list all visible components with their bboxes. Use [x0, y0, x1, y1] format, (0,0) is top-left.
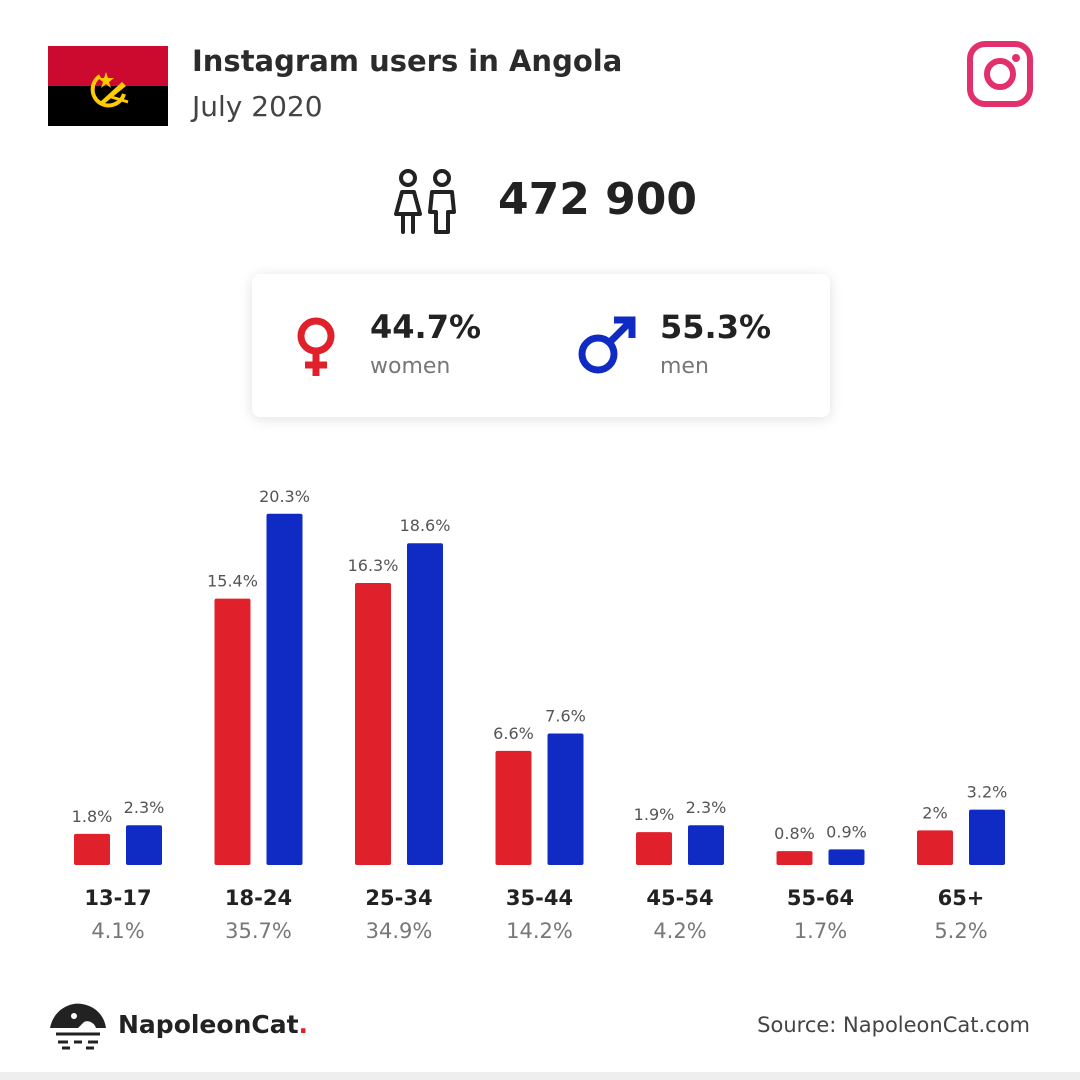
bar-women-13-17: [74, 833, 110, 865]
age-total-25-34: 34.9%: [366, 919, 433, 943]
age-total-18-24: 35.7%: [225, 919, 292, 943]
napoleoncat-brand: NapoleonCat.: [118, 1010, 308, 1039]
value-label-women-13-17: 1.8%: [72, 807, 113, 826]
source-text: Source: NapoleonCat.com: [757, 1013, 1030, 1037]
page-title: Instagram users in Angola: [192, 44, 623, 78]
age-group-35-44: 6.6% 7.6% 35-44 14.2%: [493, 707, 586, 943]
bar-women-65+: [917, 830, 953, 865]
bar-men-35-44: [547, 733, 584, 865]
men-percent: 55.3%: [660, 308, 772, 346]
bar-men-65+: [969, 809, 1005, 865]
female-symbol-icon: [297, 317, 335, 376]
age-label-35-44: 35-44: [506, 886, 573, 910]
value-label-men-25-34: 18.6%: [400, 516, 451, 535]
value-label-women-35-44: 6.6%: [493, 724, 534, 743]
age-total-35-44: 14.2%: [506, 919, 573, 943]
bar-men-25-34: [407, 543, 443, 865]
age-label-18-24: 18-24: [225, 886, 292, 910]
brand-dot: .: [298, 1010, 309, 1039]
women-percent: 44.7%: [370, 308, 482, 346]
instagram-icon: [967, 41, 1033, 107]
brand-name: NapoleonCat: [118, 1010, 299, 1039]
value-label-women-65+: 2%: [922, 803, 947, 822]
bar-men-55-64: [828, 849, 865, 865]
age-total-55-64: 1.7%: [794, 919, 847, 943]
value-label-men-55-64: 0.9%: [826, 822, 867, 841]
bar-men-18-24: [266, 513, 303, 865]
value-label-women-25-34: 16.3%: [348, 556, 399, 575]
bottom-strip: [0, 1072, 1080, 1080]
age-group-25-34: 16.3% 18.6% 25-34 34.9%: [348, 516, 451, 943]
value-label-men-45-54: 2.3%: [686, 798, 727, 817]
age-label-25-34: 25-34: [365, 886, 432, 910]
bar-women-18-24: [214, 598, 251, 865]
value-label-men-13-17: 2.3%: [124, 798, 165, 817]
age-group-65+: 2% 3.2% 65+ 5.2%: [917, 783, 1007, 943]
bar-women-35-44: [495, 750, 532, 865]
value-label-women-18-24: 15.4%: [207, 572, 258, 591]
age-label-13-17: 13-17: [84, 886, 151, 910]
age-group-18-24: 15.4% 20.3% 18-24 35.7%: [207, 487, 310, 943]
age-total-45-54: 4.2%: [653, 919, 706, 943]
bar-women-25-34: [355, 583, 391, 865]
age-total-13-17: 4.1%: [91, 919, 144, 943]
bar-women-45-54: [636, 832, 672, 865]
age-gender-bar-chart: 1.8% 2.3% 13-17 4.1% 15.4% 20.3% 18-24 35.7% 16.…: [72, 487, 1008, 943]
gender-split-card: 44.7% women 55.3% men: [252, 274, 830, 417]
women-label: women: [370, 354, 451, 379]
age-total-65+: 5.2%: [934, 919, 987, 943]
napoleoncat-logo-icon: [50, 1003, 106, 1050]
angola-flag-icon: [48, 46, 168, 126]
page-subtitle: July 2020: [192, 90, 323, 123]
age-label-55-64: 55-64: [787, 886, 854, 910]
value-label-women-45-54: 1.9%: [634, 805, 675, 824]
male-symbol-icon: [578, 316, 636, 374]
value-label-men-18-24: 20.3%: [259, 487, 310, 506]
age-group-55-64: 0.8% 0.9% 55-64 1.7%: [774, 822, 867, 943]
total-users-value: 472 900: [498, 174, 698, 225]
value-label-men-65+: 3.2%: [967, 783, 1008, 802]
age-group-13-17: 1.8% 2.3% 13-17 4.1%: [72, 798, 165, 943]
bar-women-55-64: [776, 851, 813, 865]
age-group-45-54: 1.9% 2.3% 45-54 4.2%: [634, 798, 727, 943]
people-icon: [394, 169, 456, 234]
men-label: men: [660, 354, 709, 379]
bar-men-45-54: [688, 825, 724, 865]
age-label-65+: 65+: [938, 886, 985, 910]
value-label-men-35-44: 7.6%: [545, 707, 586, 726]
age-label-45-54: 45-54: [646, 886, 713, 910]
value-label-women-55-64: 0.8%: [774, 824, 815, 843]
bar-men-13-17: [126, 825, 162, 865]
